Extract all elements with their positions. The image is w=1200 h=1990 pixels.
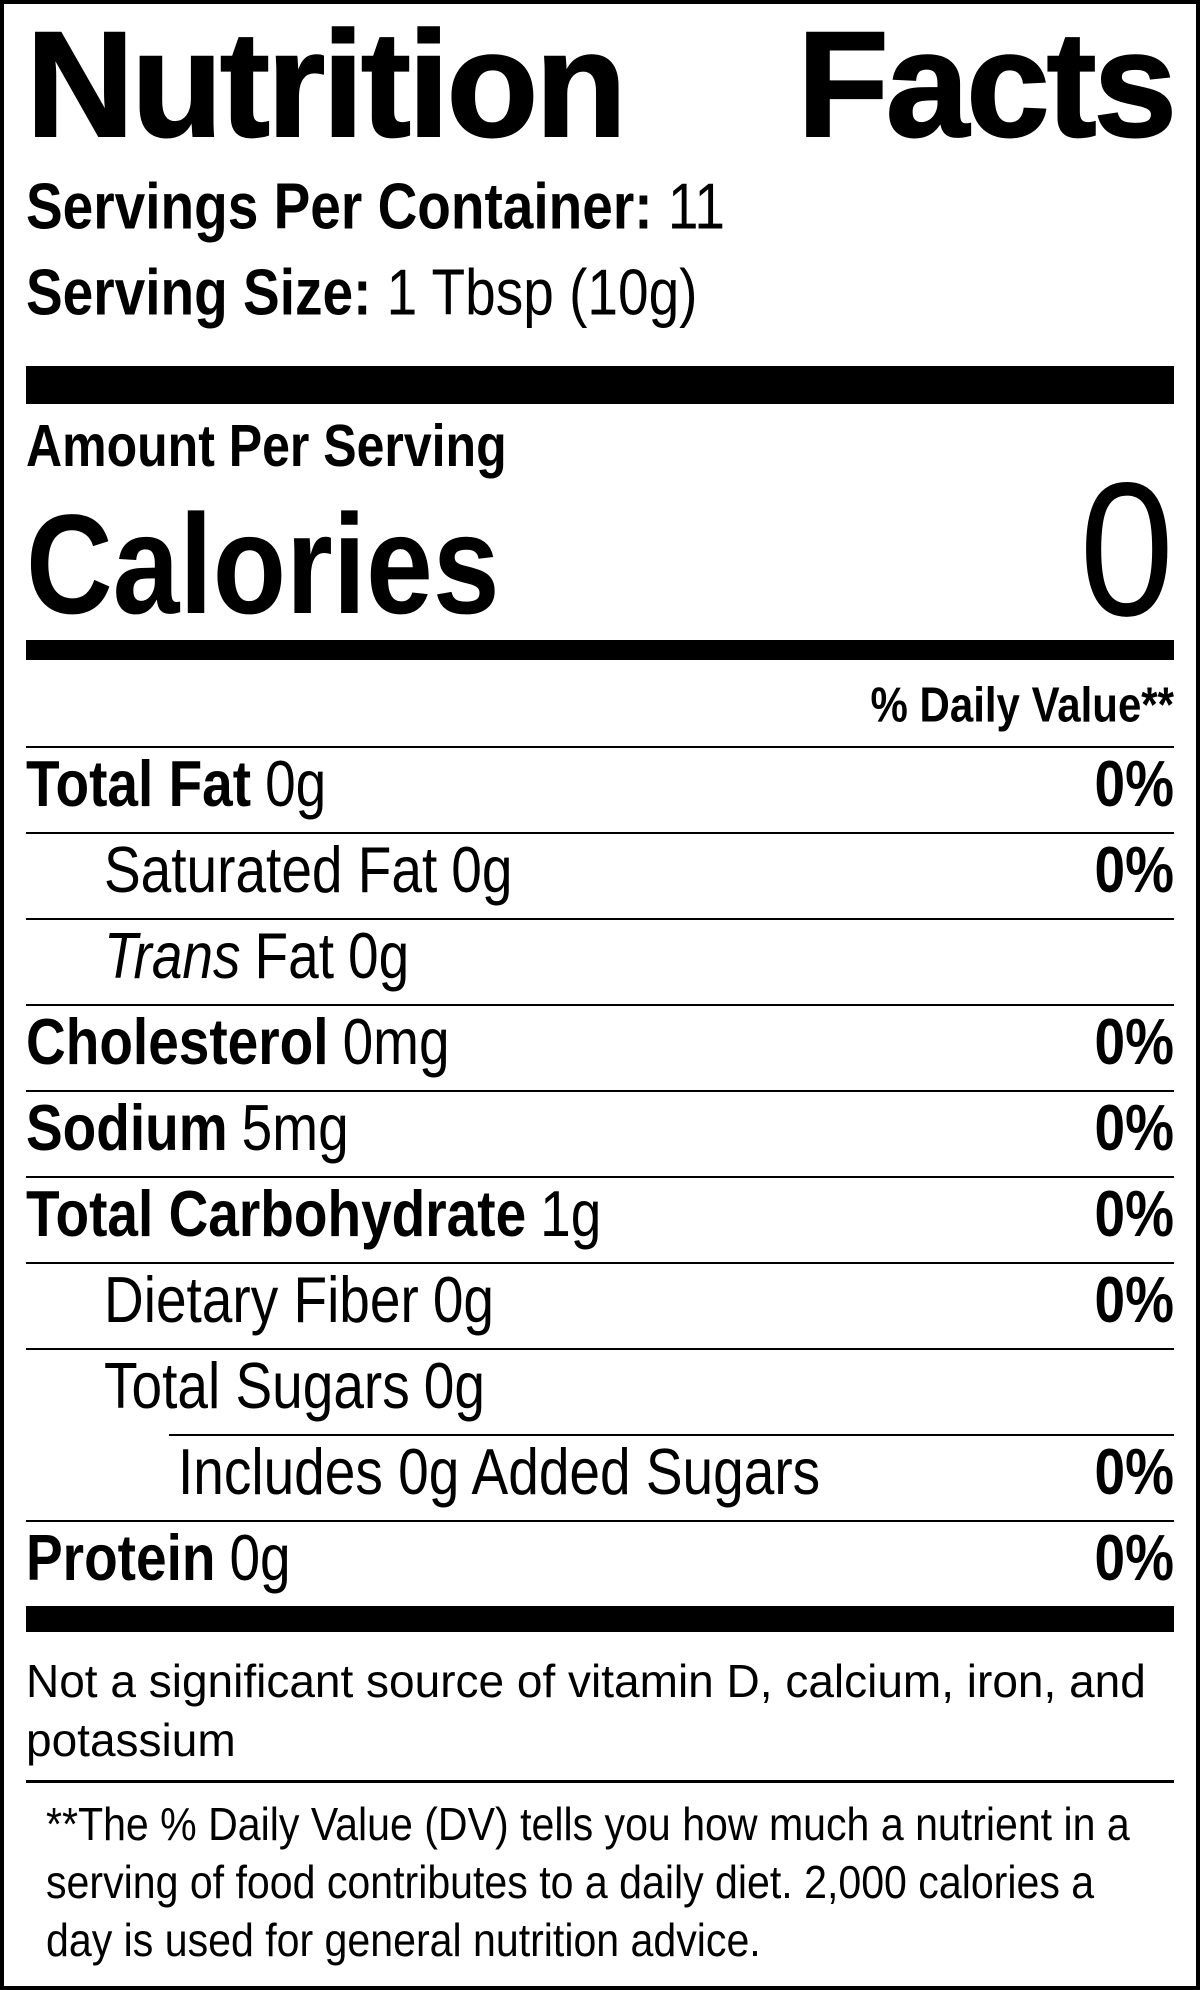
nutrient-row: Total Carbohydrate 1g 0% bbox=[26, 1176, 1175, 1264]
nutrient-table: Total Fat 0g 0% Saturated Fat 0g 0% Trans F… bbox=[26, 746, 1175, 1606]
daily-value: 0% bbox=[1094, 1520, 1175, 1594]
nutrient-text: Saturated Fat 0g bbox=[26, 833, 512, 906]
amount-per-serving: Amount Per Serving bbox=[26, 412, 507, 479]
thick-rule-top bbox=[26, 366, 1174, 404]
serving-size-value: 1 Tbsp (10g) bbox=[386, 255, 698, 329]
daily-value-footnote: **The % Daily Value (DV) tells you how m… bbox=[46, 1798, 1130, 1966]
daily-value: 0% bbox=[1094, 1090, 1175, 1164]
nutrient-italic-prefix: Trans bbox=[104, 918, 241, 992]
nutrient-text: Total Fat 0g bbox=[26, 747, 326, 820]
thick-rule-calories bbox=[26, 640, 1174, 660]
nutrient-name: Includes 0g Added Sugars bbox=[178, 1434, 821, 1508]
label-title: Nutrition Facts bbox=[25, 0, 1178, 168]
daily-value: 0% bbox=[1094, 1434, 1175, 1508]
title-word-1: Nutrition bbox=[25, 0, 628, 168]
nutrient-amount: 0g bbox=[423, 1348, 485, 1422]
servings-per-container-value: 11 bbox=[667, 169, 725, 243]
footnote-divider bbox=[26, 1780, 1174, 1783]
daily-value: 0% bbox=[1094, 1176, 1175, 1250]
nutrient-text: Cholesterol 0mg bbox=[26, 1005, 450, 1078]
nutrient-name: Cholesterol bbox=[26, 1004, 329, 1078]
nutrient-text: Dietary Fiber 0g bbox=[26, 1263, 494, 1336]
serving-size-line: Serving Size: 1 Tbsp (10g) bbox=[26, 256, 1174, 330]
nutrient-name: Dietary Fiber bbox=[104, 1262, 419, 1336]
nutrient-row: Cholesterol 0mg 0% bbox=[26, 1004, 1175, 1092]
thick-rule-bottom bbox=[26, 1606, 1174, 1632]
nutrient-row: Total Sugars 0g bbox=[26, 1349, 1174, 1434]
nutrient-amount: 5mg bbox=[241, 1090, 349, 1164]
nutrient-row: Saturated Fat 0g 0% bbox=[26, 832, 1175, 920]
nutrient-amount: 0g bbox=[451, 832, 513, 906]
not-significant-note: Not a significant source of vitamin D, c… bbox=[26, 1655, 1146, 1766]
nutrient-name: Total Carbohydrate bbox=[26, 1176, 527, 1250]
serving-size-label: Serving Size: bbox=[26, 255, 372, 329]
nutrient-row: Protein 0g 0% bbox=[26, 1520, 1175, 1606]
nutrient-name: Total Sugars bbox=[104, 1348, 410, 1422]
nutrient-text: Total Carbohydrate 1g bbox=[26, 1177, 601, 1250]
calories-label: Calories bbox=[26, 485, 500, 644]
nutrient-text: Protein 0g bbox=[26, 1521, 291, 1594]
servings-per-container-label: Servings Per Container: bbox=[26, 169, 653, 243]
nutrient-row: Dietary Fiber 0g 0% bbox=[26, 1262, 1175, 1350]
daily-value: 0% bbox=[1094, 746, 1175, 820]
calories-value: 0 bbox=[1079, 443, 1174, 657]
nutrient-amount: 1g bbox=[540, 1176, 602, 1250]
daily-value: 0% bbox=[1094, 1262, 1175, 1336]
nutrient-amount: 0mg bbox=[342, 1004, 450, 1078]
nutrient-text: Includes 0g Added Sugars bbox=[26, 1435, 820, 1508]
nutrient-text: Total Sugars 0g bbox=[26, 1349, 485, 1422]
nutrient-row: Includes 0g Added Sugars 0% bbox=[26, 1434, 1174, 1522]
daily-value: 0% bbox=[1094, 832, 1175, 906]
nutrient-amount: 0g bbox=[229, 1520, 291, 1594]
daily-value: 0% bbox=[1094, 1004, 1175, 1078]
indented-rule bbox=[169, 1434, 1174, 1436]
nutrient-row: Total Fat 0g 0% bbox=[26, 746, 1175, 834]
nutrient-amount: 0g bbox=[265, 746, 327, 820]
nutrient-name: Saturated Fat bbox=[104, 832, 438, 906]
nutrient-name: Sodium bbox=[26, 1090, 228, 1164]
nutrient-text: Trans Fat 0g bbox=[26, 919, 409, 992]
servings-per-container-line: Servings Per Container: 11 bbox=[26, 170, 1174, 244]
nutrient-name: Fat bbox=[254, 918, 334, 992]
daily-value-header: % Daily Value** bbox=[26, 660, 1174, 748]
nutrient-name: Protein bbox=[26, 1520, 216, 1594]
nutrient-row: Trans Fat 0g bbox=[26, 919, 1174, 1006]
nutrient-amount: 0g bbox=[432, 1262, 494, 1336]
nutrient-text: Sodium 5mg bbox=[26, 1091, 349, 1164]
nutrient-amount: 0g bbox=[347, 918, 410, 992]
title-word-2: Facts bbox=[796, 0, 1178, 168]
nutrient-name: Total Fat bbox=[26, 746, 252, 820]
nutrient-row: Sodium 5mg 0% bbox=[26, 1090, 1175, 1178]
calories-row: Calories 0 bbox=[26, 455, 1174, 645]
